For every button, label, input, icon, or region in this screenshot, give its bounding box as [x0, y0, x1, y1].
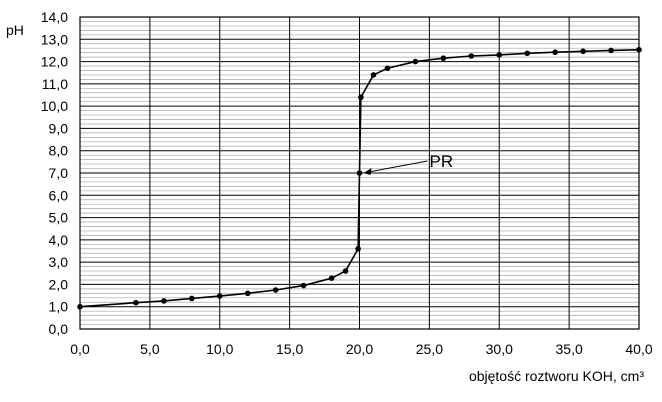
data-point: [133, 299, 139, 306]
x-tick-label: 5,0: [140, 341, 160, 357]
y-tick-label: 8,0: [49, 143, 69, 159]
data-point: [412, 58, 419, 65]
x-tick-label: 25,0: [416, 341, 443, 357]
data-point: [272, 287, 279, 293]
x-axis-title: objętość roztworu KOH, cm³: [469, 368, 644, 384]
titration-curve: [79, 48, 640, 308]
data-point: [189, 295, 195, 302]
data-point: [342, 268, 349, 274]
data-point: [636, 46, 642, 53]
x-tick-label: 10,0: [206, 341, 233, 357]
y-tick-label: 5,0: [49, 210, 69, 226]
x-tick-label: 35,0: [556, 341, 583, 357]
y-tick-label: 13,0: [41, 31, 68, 47]
y-tick-label: 12,0: [41, 54, 68, 70]
y-tick-label: 3,0: [49, 254, 69, 270]
tick-labels: 0,0 5,0 10,0 15,0 20,0 25,0 30,0 35,0 40,0 0,0 1,0…: [41, 9, 653, 357]
plot-border: [79, 16, 640, 330]
annotations: PR: [363, 152, 454, 175]
y-axis-title: pH: [6, 22, 24, 38]
data-points: [77, 46, 642, 310]
data-point: [77, 303, 83, 310]
y-tick-label: 2,0: [49, 276, 69, 292]
data-point: [440, 55, 447, 62]
y-tick-label: 4,0: [49, 232, 69, 248]
data-point: [161, 298, 167, 304]
data-point: [552, 49, 558, 56]
data-point: [384, 65, 391, 72]
x-tick-label: 30,0: [486, 341, 513, 357]
pr-arrow-line: [368, 160, 428, 173]
data-point: [580, 48, 586, 55]
data-point: [328, 275, 335, 281]
data-point: [524, 50, 530, 57]
data-point: [244, 290, 251, 297]
y-tick-label: 11,0: [42, 76, 68, 92]
y-tick-label: 1,0: [49, 299, 69, 315]
data-point: [300, 282, 307, 289]
data-point: [216, 293, 223, 299]
data-point: [608, 47, 614, 54]
data-point: [468, 53, 475, 59]
data-point: [370, 72, 377, 78]
pr-label: PR: [430, 152, 454, 171]
plot-frame: [79, 16, 640, 330]
data-point: [358, 94, 364, 101]
y-tick-label: 14,0: [41, 9, 68, 25]
data-point: [356, 170, 363, 176]
pr-arrow-head: [363, 168, 372, 175]
y-tick-label: 6,0: [49, 187, 69, 203]
y-tick-label: 7,0: [49, 165, 69, 181]
grid: [80, 17, 639, 329]
x-tick-label: 0,0: [70, 341, 90, 357]
y-tick-label: 0,0: [49, 321, 69, 337]
y-tick-label: 9,0: [49, 120, 69, 136]
y-tick-label: 10,0: [41, 98, 68, 114]
data-point: [496, 52, 503, 58]
titration-curve-line: [79, 48, 640, 308]
x-tick-label: 15,0: [276, 341, 303, 357]
x-tick-label: 40,0: [625, 341, 652, 357]
x-tick-label: 20,0: [346, 341, 373, 357]
data-point: [355, 245, 361, 252]
